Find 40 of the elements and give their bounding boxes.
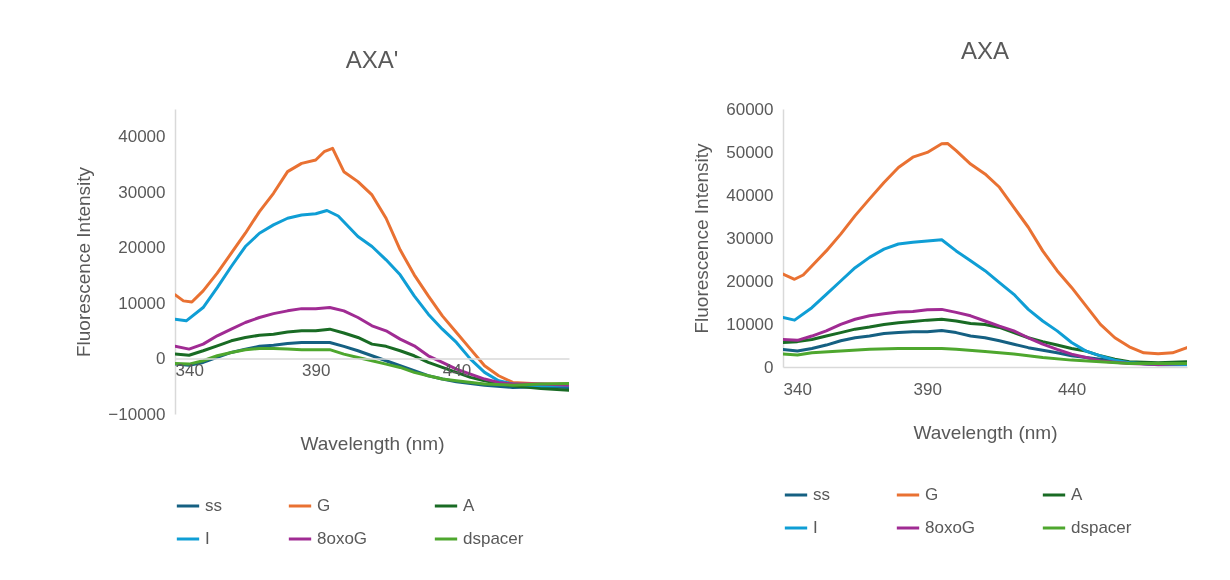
y-tick-label: 10000: [726, 314, 774, 334]
legend-label: dspacer: [463, 529, 524, 548]
x-tick-label: 390: [302, 361, 331, 381]
legend-label: I: [205, 529, 210, 548]
line-series: [175, 327, 569, 392]
y-tick-label: 40000: [726, 185, 774, 205]
y-axis-title: Fluorescence Intensity: [73, 166, 95, 358]
y-axis-title: Fluorescence Intensity: [691, 142, 713, 334]
legend-label: A: [1071, 485, 1083, 504]
legend-label: 8oxoG: [317, 529, 368, 548]
x-tick-label: 390: [913, 379, 942, 399]
x-tick-label: 340: [783, 379, 812, 399]
legend-label: 8oxoG: [925, 518, 976, 537]
chart-title: AXA: [960, 37, 1010, 64]
y-tick-label: 0: [156, 349, 166, 369]
y-tick-label: 20000: [118, 238, 166, 258]
x-tick-label: 440: [442, 361, 472, 381]
y-tick-label: 50000: [726, 142, 774, 162]
legend-label: ss: [205, 496, 222, 515]
legend-label: ss: [813, 485, 830, 504]
y-tick-label: −10000: [108, 404, 166, 424]
y-tick-label: 30000: [726, 228, 774, 248]
x-axis-title: Wavelength (nm): [300, 432, 445, 454]
line-series: [783, 141, 1187, 356]
x-tick-label: 440: [1057, 379, 1087, 399]
y-tick-label: 10000: [118, 293, 166, 313]
y-tick-label: 30000: [118, 182, 166, 202]
legend-label: I: [813, 518, 818, 537]
legend-label: A: [463, 496, 475, 515]
x-axis-title: Wavelength (nm): [913, 421, 1058, 443]
legend-label: G: [317, 496, 331, 515]
y-tick-label: 20000: [726, 271, 774, 291]
legend-label: G: [925, 485, 939, 504]
legend-label: dspacer: [1071, 518, 1132, 537]
y-tick-label: 0: [764, 357, 774, 377]
line-series: [175, 347, 569, 387]
chart-title: AXA': [345, 46, 399, 73]
x-tick-label: 340: [175, 361, 204, 381]
y-tick-label: 60000: [726, 99, 774, 119]
y-tick-label: 40000: [118, 127, 166, 147]
